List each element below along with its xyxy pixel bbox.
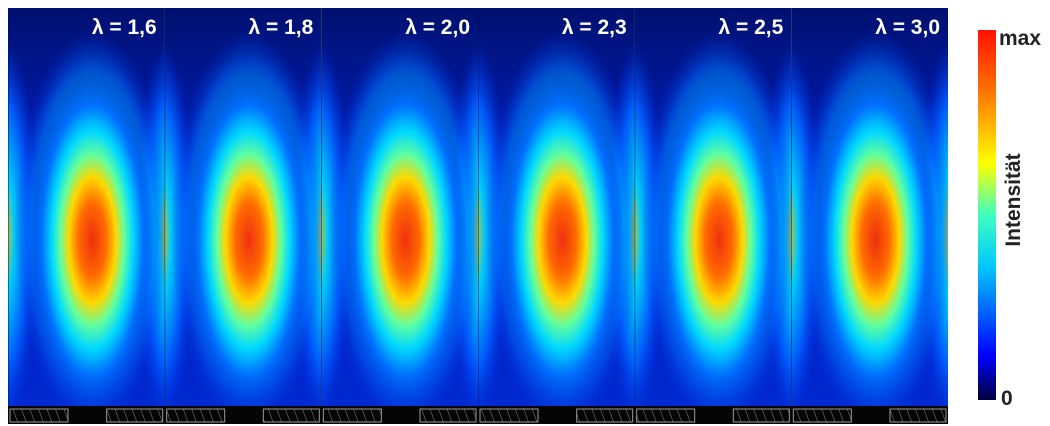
strip-marker — [636, 408, 696, 423]
panel-label: λ = 2,0 — [405, 16, 470, 39]
strip-marker — [889, 408, 947, 423]
strip-marker — [262, 408, 320, 423]
bottom-strip — [8, 406, 948, 424]
image-panel: λ = 2,5 — [634, 8, 792, 406]
panels: λ = 1,6 λ = 1,8 λ = 2,0 λ = 2,3 λ = 2,5 λ = 3… — [8, 8, 948, 406]
image-panel: λ = 1,6 — [8, 8, 165, 406]
colorbar — [978, 30, 996, 400]
colorbar-max: max — [999, 27, 1041, 50]
strip-marker — [419, 408, 477, 423]
panel-label: λ = 3,0 — [875, 16, 940, 39]
strip-marker — [166, 408, 226, 423]
intensity-blob — [657, 75, 781, 405]
image-panel: λ = 3,0 — [791, 8, 948, 406]
strip-marker — [106, 408, 164, 423]
intensity-blob — [813, 75, 938, 405]
intensity-blob — [343, 75, 468, 405]
strip-marker — [9, 408, 69, 423]
intensity-blob — [500, 75, 625, 405]
colorbar-min: 0 — [1001, 387, 1013, 410]
panel-label: λ = 1,6 — [92, 16, 157, 39]
intensity-blob — [30, 75, 155, 405]
strip-marker — [732, 408, 790, 423]
colorbar-title: Intensität — [1002, 153, 1025, 246]
strip-marker — [479, 408, 539, 423]
intensity-blob — [187, 75, 311, 405]
image-panel: λ = 2,3 — [478, 8, 635, 406]
panel-label: λ = 2,3 — [562, 16, 627, 39]
strip-markers — [9, 408, 947, 423]
strip-marker — [322, 408, 382, 423]
strip-marker — [792, 408, 852, 423]
panel-label: λ = 1,8 — [249, 16, 314, 39]
image-panel: λ = 2,0 — [321, 8, 479, 406]
strip-marker — [576, 408, 634, 423]
panel-label: λ = 2,5 — [719, 16, 784, 39]
image-panel: λ = 1,8 — [164, 8, 322, 406]
